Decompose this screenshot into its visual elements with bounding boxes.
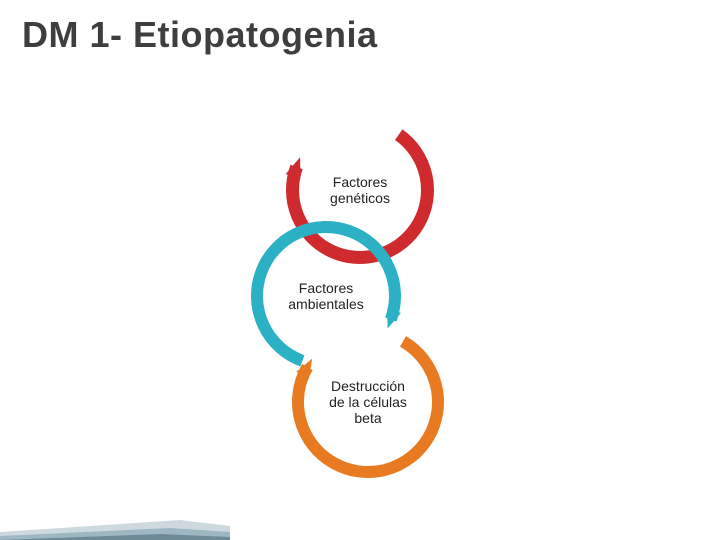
- diagram: [0, 0, 720, 540]
- node-label-environmental: Factores ambientales: [288, 280, 364, 312]
- corner-accent: [0, 498, 230, 540]
- node-label-genetic: Factores genéticos: [330, 174, 390, 206]
- node-label-beta: Destrucción de la células beta: [329, 378, 407, 426]
